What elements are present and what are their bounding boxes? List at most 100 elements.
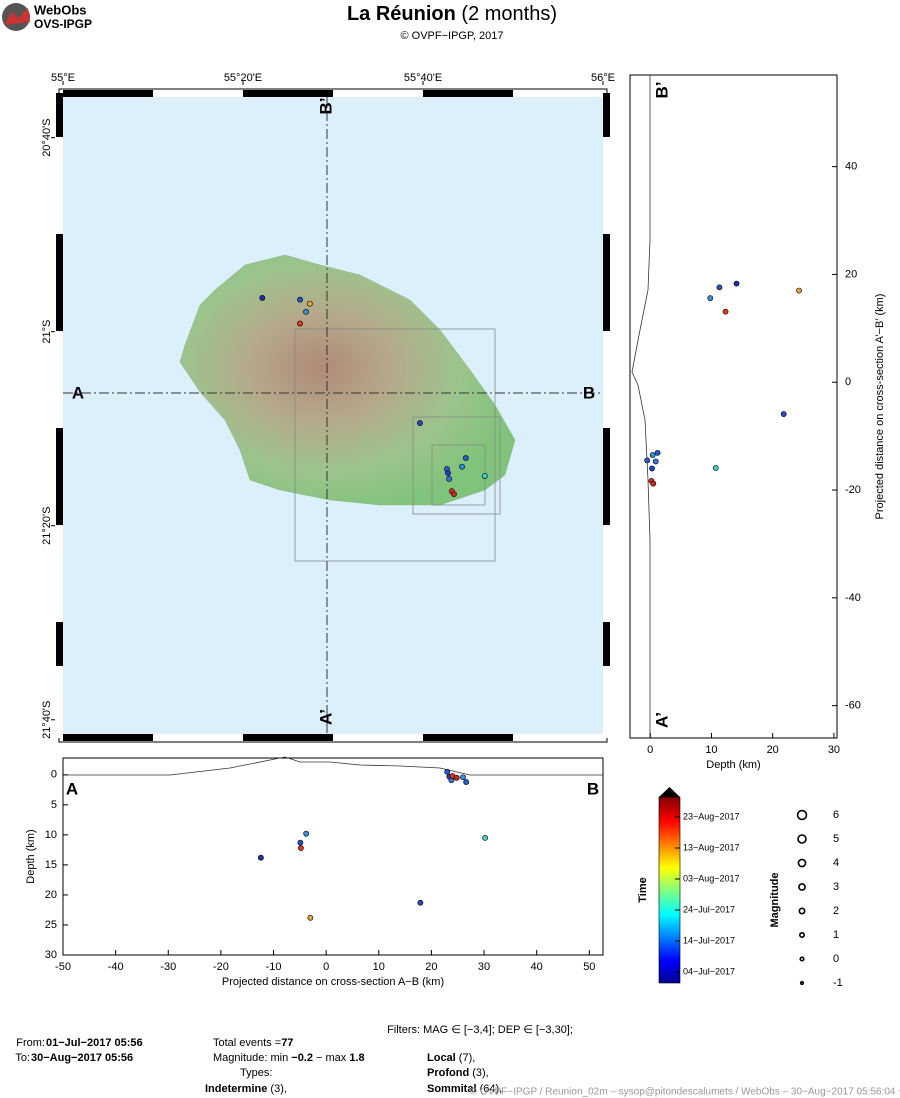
magnitude-label: 3 [833,881,839,893]
end-label: A’ [652,712,671,728]
type-count: (3), [469,1067,489,1079]
event [259,295,266,301]
magnitude-symbol [799,980,805,986]
y-tick-label: 30 [45,949,57,961]
event [446,476,452,482]
mag-mid: − max [313,1052,349,1064]
type-name: Local [427,1052,456,1064]
filters: Filters: MAG ∈ [−3,4]; DEP ∈ [−3,30]; [387,1024,573,1036]
logo-text: OVS-IPGP [34,17,92,31]
y-tick-label: 20°40'S [41,118,53,156]
event [451,491,457,497]
event [716,284,723,291]
topo-profile [63,756,603,776]
y-tick-label: 5 [51,799,57,811]
x-tick-label: 0 [323,961,329,973]
magnitude-label: 4 [833,857,839,869]
x-tick-label: -20 [213,961,229,973]
event [707,295,714,302]
magnitude-label: 0 [833,953,839,965]
magnitude-label: 5 [833,833,839,845]
event [306,300,313,307]
colorbar-label: 13−Aug−2017 [683,842,740,852]
event [644,457,651,464]
type-count: (64), [477,1083,503,1095]
y-tick-label: 40 [845,161,857,173]
event [481,473,488,479]
event [297,320,303,327]
x-tick-label: 20 [767,744,779,756]
x-tick-label: 40 [531,961,543,973]
total-label: Total events = [213,1037,281,1049]
x-tick-label: 30 [828,744,840,756]
magnitude-label: -1 [833,977,843,989]
event [463,779,470,785]
magnitude-symbol [798,907,806,915]
magnitude-symbol [796,809,808,821]
profile-label: B’ [316,98,335,115]
event [453,774,460,781]
x-tick-label: 10 [373,961,385,973]
topo-profile [631,75,651,738]
y-tick-label: 21°20'S [41,507,53,545]
magnitude-symbol [798,931,805,938]
event [297,839,304,846]
y-axis-label: Depth (km) [25,829,37,883]
magnitude-symbol [798,883,806,891]
type-count: (3), [267,1083,287,1095]
magnitude-symbol [799,956,805,962]
logo-text: WebObs [34,2,87,17]
subtitle: © OVPF−IPGP, 2017 [401,30,504,42]
y-tick-label: 15 [45,859,57,871]
colorbar [658,796,681,984]
colorbar-label: 04−Jul−2017 [683,966,735,976]
magnitude-symbol [797,834,807,844]
event [417,420,423,426]
total-value: 77 [281,1037,293,1049]
magnitude-label: 6 [833,809,839,821]
to-label: To: [15,1052,30,1064]
magnitude-label: 2 [833,905,839,917]
type-name: Indetermine [205,1083,267,1095]
colorbar-title: Time [637,877,649,902]
event [733,280,740,287]
type-entry: Profond (3), [427,1067,489,1079]
event [303,830,310,837]
total: Total events =77 [213,1037,293,1049]
legend-title: Magnitude [769,873,781,928]
title-main: La Réunion [347,3,456,25]
y-tick-label: -40 [845,592,861,604]
end-label: B’ [652,82,671,99]
type-name: Profond [427,1067,469,1079]
event [796,287,802,294]
event [297,296,303,303]
x-axis-label: Projected distance on cross-section A−B … [222,976,444,988]
logo: WebObs OVS-IPGP [2,2,92,31]
axes-frame [62,757,604,956]
x-tick-label: 55°40'E [404,72,442,84]
event [650,480,657,487]
event [444,768,451,775]
y-tick-label: -20 [845,484,861,496]
y-tick-label: 25 [45,919,57,931]
title-suffix: (2 months) [456,3,557,25]
colorbar-arrow [659,787,680,797]
event [722,308,729,315]
x-tick-label: -40 [108,961,124,973]
axes-frame [629,74,838,739]
event [649,452,656,458]
map-frame [56,88,610,743]
x-tick-label: -30 [160,961,176,973]
from-label: From: [16,1037,45,1049]
event [654,449,661,456]
y-axis-label: Projected distance on cross-section A’−B… [874,294,886,520]
event [307,914,314,921]
x-tick-label: 55°E [51,72,75,84]
magnitude-label: 1 [833,929,839,941]
x-tick-label: 55°20'E [224,72,262,84]
colorbar-label: 24−Jul−2017 [683,904,735,914]
x-tick-label: 30 [478,961,490,973]
x-axis-label: Depth (km) [706,759,760,771]
mag-max: 1.8 [349,1052,364,1064]
colorbar-label: 03−Aug−2017 [683,873,740,883]
